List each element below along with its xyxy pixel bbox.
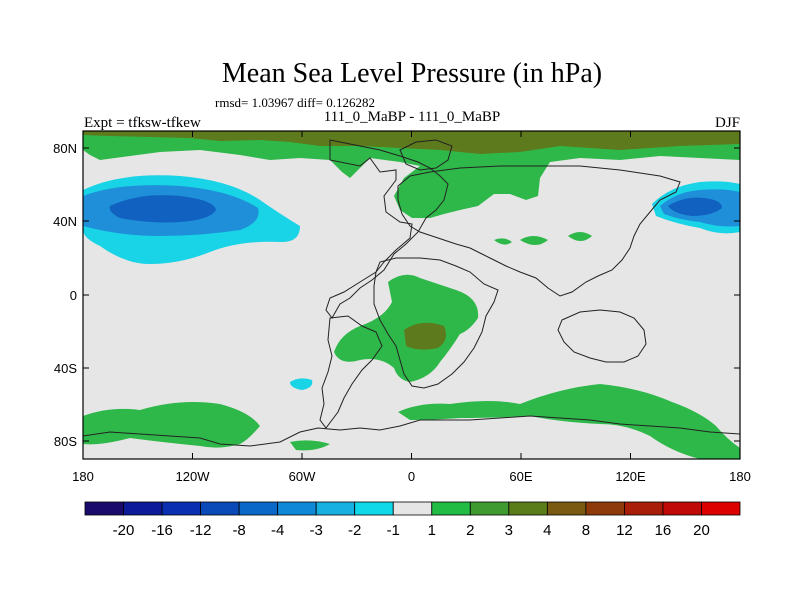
colorbar-label: -4 <box>271 522 284 539</box>
southern-green-region-mid <box>290 440 330 451</box>
experiment-label: Expt = tfksw-tfkew <box>84 115 201 131</box>
colorbar-label: 4 <box>543 522 551 539</box>
colorbar-swatch <box>662 501 702 516</box>
colorbar-swatch <box>161 501 201 516</box>
colorbar-swatch <box>315 501 356 516</box>
southern-green-region-east <box>398 384 740 459</box>
colorbar-swatch <box>277 501 317 516</box>
colorbar-label: 2 <box>466 522 474 539</box>
map-field <box>83 131 740 459</box>
colorbar-label: 1 <box>428 522 436 539</box>
north-pacific-deep-blue-core <box>109 195 216 223</box>
center-label: 111_0_MaBP - 111_0_MaBP <box>324 109 500 125</box>
x-tick-label: 0 <box>408 469 415 484</box>
coastline-eurasia <box>397 165 681 297</box>
colorbar-label: -2 <box>348 522 361 539</box>
coastline-australia <box>557 309 647 363</box>
small-green-patch-east-2 <box>568 232 592 241</box>
y-tick-label: 80S <box>54 434 77 449</box>
x-tick-label: 180 <box>729 469 751 484</box>
colorbar-swatch <box>354 501 394 516</box>
colorbar-label: -16 <box>151 522 173 539</box>
coastline-greenland <box>399 139 453 171</box>
colorbar-label: 3 <box>505 522 513 539</box>
small-green-patch-mid <box>494 238 512 245</box>
coastline-north-america <box>325 139 449 319</box>
colorbar-swatch <box>392 501 433 516</box>
colorbar-swatch <box>84 501 124 516</box>
colorbar-label: 8 <box>582 522 590 539</box>
nw-pacific-deep-blue-core <box>668 197 722 216</box>
colorbar-swatch <box>508 501 548 516</box>
map-title: Mean Sea Level Pressure (in hPa) <box>222 58 602 89</box>
colorbar-swatch <box>123 501 163 516</box>
y-axis: 80N 40N 0 40S 80S <box>53 141 740 449</box>
arctic-olive-region <box>83 131 740 154</box>
small-green-patch-east <box>520 236 548 245</box>
southern-green-region-west <box>83 402 260 448</box>
y-tick-label: 40S <box>54 361 77 376</box>
south-atlantic-cyan-spot <box>290 378 313 390</box>
colorbar-swatch <box>585 501 625 516</box>
coastlines <box>83 139 740 447</box>
colorbar-swatch <box>701 501 741 516</box>
stats-label: rmsd= 1.03967 diff= 0.126282 <box>215 95 375 110</box>
colorbar-label: 16 <box>655 522 672 539</box>
x-tick-label: 180 <box>72 469 94 484</box>
colorbar-swatch <box>431 501 471 516</box>
x-tick-label: 120W <box>176 469 211 484</box>
y-tick-label: 80N <box>53 141 77 156</box>
colorbar-label: -12 <box>190 522 212 539</box>
y-tick-label: 40N <box>53 214 77 229</box>
colorbar: -20 -16 -12 -8 -4 -3 -2 -1 1 2 3 4 8 12 16 20 <box>84 501 741 539</box>
colorbar-label: 20 <box>693 522 710 539</box>
coastline-south-america <box>319 315 383 429</box>
colorbar-label: -20 <box>113 522 135 539</box>
colorbar-label: -8 <box>232 522 245 539</box>
colorbar-swatch <box>469 501 510 516</box>
coastline-antarctica <box>83 415 740 447</box>
colorbar-label: -3 <box>310 522 323 539</box>
colorbar-label: -1 <box>387 522 400 539</box>
coastline-africa <box>373 257 499 389</box>
colorbar-swatch <box>200 501 240 516</box>
africa-olive-core <box>404 322 446 350</box>
season-label: DJF <box>715 115 740 131</box>
x-tick-label: 60W <box>289 469 316 484</box>
x-tick-label: 120E <box>615 469 646 484</box>
colorbar-swatch <box>238 501 279 516</box>
x-axis: 180 120W 60W 0 60E 120E 180 <box>72 131 751 484</box>
colorbar-swatch <box>546 501 587 516</box>
colorbar-swatch <box>624 501 664 516</box>
colorbar-label: 12 <box>616 522 633 539</box>
x-tick-label: 60E <box>509 469 532 484</box>
africa-green-region <box>334 274 479 382</box>
y-tick-label: 0 <box>70 288 77 303</box>
arctic-green-region <box>83 131 740 218</box>
